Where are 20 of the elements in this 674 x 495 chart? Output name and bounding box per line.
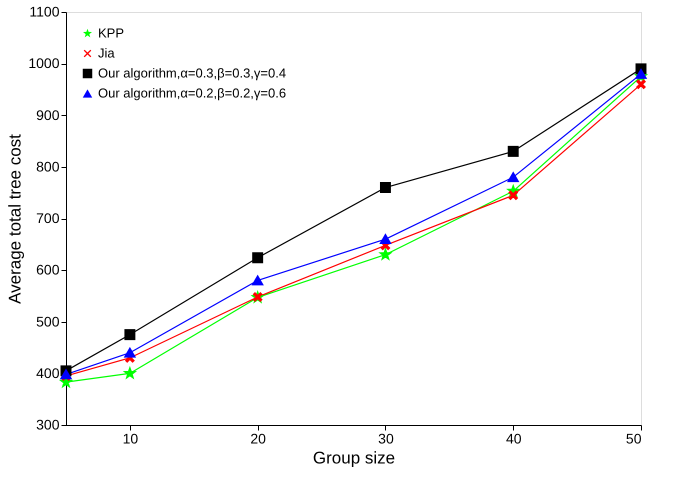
x-tick-label: 50 bbox=[626, 430, 642, 446]
x-tick-label: 40 bbox=[506, 430, 522, 446]
x-tick-label: 10 bbox=[122, 430, 138, 446]
y-axis-title: Average total tree cost bbox=[5, 134, 24, 304]
y-tick-label: 1100 bbox=[29, 4, 60, 20]
legend-label: Our algorithm,α=0.2,β=0.2,γ=0.6 bbox=[98, 86, 286, 100]
y-tick-label: 1000 bbox=[28, 55, 60, 72]
x-tick-label: 20 bbox=[250, 430, 266, 446]
y-tick-label: 600 bbox=[36, 262, 60, 278]
y-tick-label: 300 bbox=[36, 416, 60, 432]
y-tick-label: 700 bbox=[36, 210, 60, 226]
y-tick-label: 400 bbox=[36, 364, 60, 381]
legend-label: KPP bbox=[98, 26, 124, 40]
legend-label: Jia bbox=[98, 46, 116, 60]
x-axis-title: Group size bbox=[312, 448, 396, 468]
y-tick-label: 500 bbox=[36, 313, 60, 330]
y-tick-label: 900 bbox=[36, 106, 60, 123]
x-tick-label: 30 bbox=[378, 430, 394, 446]
legend-label: Our algorithm,α=0.3,β=0.3,γ=0.4 bbox=[98, 66, 286, 80]
y-tick-label: 800 bbox=[36, 158, 60, 174]
